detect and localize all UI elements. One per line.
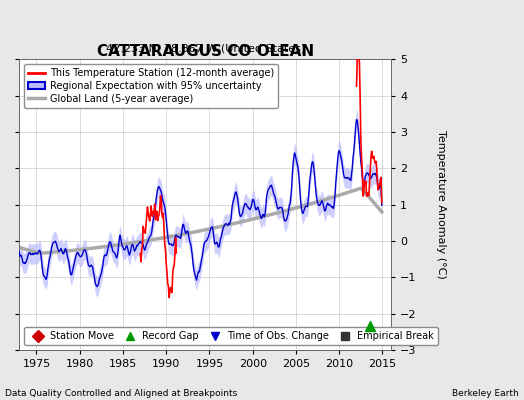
Y-axis label: Temperature Anomaly (°C): Temperature Anomaly (°C) [436, 130, 446, 279]
Legend: Station Move, Record Gap, Time of Obs. Change, Empirical Break: Station Move, Record Gap, Time of Obs. C… [24, 327, 438, 345]
Title: CATTARAUGUS CO OLEAN: CATTARAUGUS CO OLEAN [96, 44, 314, 59]
Text: Data Quality Controlled and Aligned at Breakpoints: Data Quality Controlled and Aligned at B… [5, 389, 237, 398]
Text: Berkeley Earth: Berkeley Earth [452, 389, 519, 398]
Text: 42.233 N, 78.367 W (United States): 42.233 N, 78.367 W (United States) [105, 43, 305, 53]
